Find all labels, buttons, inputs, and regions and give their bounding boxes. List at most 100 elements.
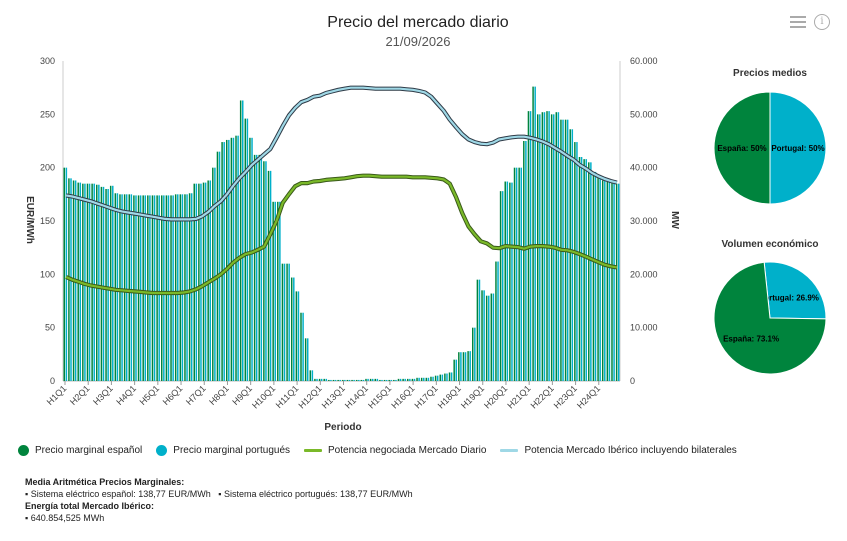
y-axis-title: EUR/MWh	[24, 196, 35, 244]
bar-precio-espanol	[337, 379, 339, 381]
bar-precio-espanol	[277, 201, 279, 381]
bar-precio-portugues	[441, 374, 444, 381]
pie-slice-label: Portugal: 50%	[771, 144, 824, 153]
bar-precio-portugues	[195, 183, 198, 381]
bar-precio-espanol	[184, 194, 186, 381]
bar-precio-portugues	[599, 176, 601, 381]
bar-precio-espanol	[402, 378, 404, 381]
bar-precio-portugues	[362, 379, 365, 381]
bar-precio-portugues	[474, 327, 476, 381]
info-icon[interactable]: i	[814, 14, 830, 30]
y2-tick-label: 50.000	[630, 109, 658, 119]
bar-precio-espanol	[485, 295, 488, 381]
pie-slice-label: España: 73.1%	[723, 335, 779, 344]
legend-item-potencia-iberico[interactable]: Potencia Mercado Ibérico incluyendo bila…	[500, 445, 737, 456]
bar-precio-portugues	[469, 351, 471, 381]
bar-precio-espanol	[495, 261, 497, 381]
bar-precio-espanol	[109, 185, 112, 381]
plot-area: 0 50 100 150 200 250 300 0 10.000 20.000 30.000 40.…	[40, 56, 658, 411]
bar-precio-portugues	[102, 186, 105, 381]
bar-precio-portugues	[153, 195, 156, 381]
legend-item-precio-portugues[interactable]: Precio marginal portugués	[156, 445, 290, 456]
legend-swatch	[304, 449, 323, 452]
x-tick-label: H20Q1	[482, 383, 509, 410]
bar-precio-portugues	[436, 375, 439, 381]
x-tick-label: H22Q1	[529, 383, 556, 410]
bar-precio-portugues	[344, 379, 346, 381]
bar-precio-portugues	[177, 194, 179, 381]
bar-precio-portugues	[130, 194, 133, 381]
bar-precio-portugues	[330, 379, 332, 381]
bar-precio-portugues	[107, 189, 109, 381]
bar-precio-espanol	[137, 195, 140, 381]
line-potencia-negociada-outline	[65, 173, 618, 296]
bar-precio-portugues	[376, 378, 379, 381]
y-tick-label: 100	[40, 269, 55, 279]
bar-precio-espanol	[193, 183, 195, 381]
bar-precio-portugues	[525, 141, 527, 381]
bar-precio-portugues	[297, 291, 300, 381]
legend-item-precio-espanol[interactable]: Precio marginal español	[18, 445, 142, 456]
bar-precio-espanol	[444, 373, 446, 381]
x-tick-label: H12Q1	[296, 383, 323, 410]
bar-precio-espanol	[174, 194, 177, 381]
bar-precio-portugues	[617, 183, 620, 381]
bar-precio-portugues	[590, 162, 592, 381]
legend-label: Precio marginal portugués	[173, 445, 291, 456]
chart-toolbar: i	[790, 14, 830, 30]
bar-precio-espanol	[532, 86, 534, 381]
bar-precio-espanol	[114, 193, 117, 381]
bar-precio-portugues	[604, 180, 606, 381]
x-tick-label: H11Q1	[274, 383, 301, 410]
x-tick-label: H16Q1	[389, 383, 416, 410]
bar-precio-portugues	[242, 100, 244, 381]
x-tick-label: H19Q1	[459, 383, 486, 410]
bar-precio-portugues	[311, 370, 314, 381]
bar-precio-espanol	[202, 182, 205, 381]
bar-precio-portugues	[251, 137, 253, 381]
bar-precio-espanol	[281, 263, 284, 381]
bar-precio-portugues	[98, 184, 100, 381]
bar-precio-portugues	[353, 379, 355, 381]
bar-precio-espanol	[458, 352, 460, 381]
summary-heading-prices: Media Aritmética Precios Marginales:	[25, 477, 185, 487]
bar-precio-portugues	[348, 379, 351, 381]
bar-precio-espanol	[309, 370, 312, 381]
bar-precio-espanol	[290, 277, 293, 381]
bar-precio-espanol	[439, 374, 441, 381]
summary-price-es: Sistema eléctrico español: 138,77 EUR/MW…	[30, 489, 211, 499]
bar-precio-portugues	[390, 379, 393, 381]
bar-precio-espanol	[318, 378, 321, 381]
x-tick-label: H18Q1	[436, 383, 463, 410]
bar-precio-espanol	[151, 195, 154, 381]
x-tick-label: H4Q1	[114, 383, 138, 407]
x-axis-title: Periodo	[324, 422, 361, 433]
bar-precio-espanol	[239, 100, 242, 381]
bar-precio-espanol	[272, 201, 274, 381]
bar-precio-espanol	[314, 378, 316, 381]
bar-precio-espanol	[198, 183, 200, 381]
bar-precio-espanol	[119, 194, 121, 381]
chart-subtitle: 21/09/2026	[385, 34, 450, 49]
bar-precio-portugues	[594, 171, 597, 381]
bar-precio-espanol	[365, 378, 367, 381]
bar-precio-portugues	[320, 378, 323, 381]
legend-swatch	[156, 445, 168, 456]
bar-precio-espanol	[147, 195, 149, 381]
menu-icon[interactable]	[790, 14, 806, 28]
y-tick-label: 200	[40, 163, 55, 173]
bar-precio-espanol	[476, 279, 479, 381]
x-tick-label: H8Q1	[207, 383, 231, 407]
bar-precio-espanol	[569, 129, 571, 381]
line-potencia-iberico	[65, 86, 618, 221]
bar-precio-espanol	[133, 195, 135, 381]
pie-slice-label: España: 50%	[717, 144, 766, 153]
bar-precio-espanol	[91, 183, 93, 381]
legend-item-potencia-negociada[interactable]: Potencia negociada Mercado Diario	[304, 445, 486, 456]
x-tick-label: H2Q1	[68, 383, 92, 407]
bar-precio-portugues	[339, 379, 341, 381]
bar-precio-espanol	[383, 379, 386, 381]
bar-precio-espanol	[379, 379, 381, 381]
pie-slice-portugal	[769, 91, 827, 205]
bar-precio-espanol	[351, 379, 353, 381]
